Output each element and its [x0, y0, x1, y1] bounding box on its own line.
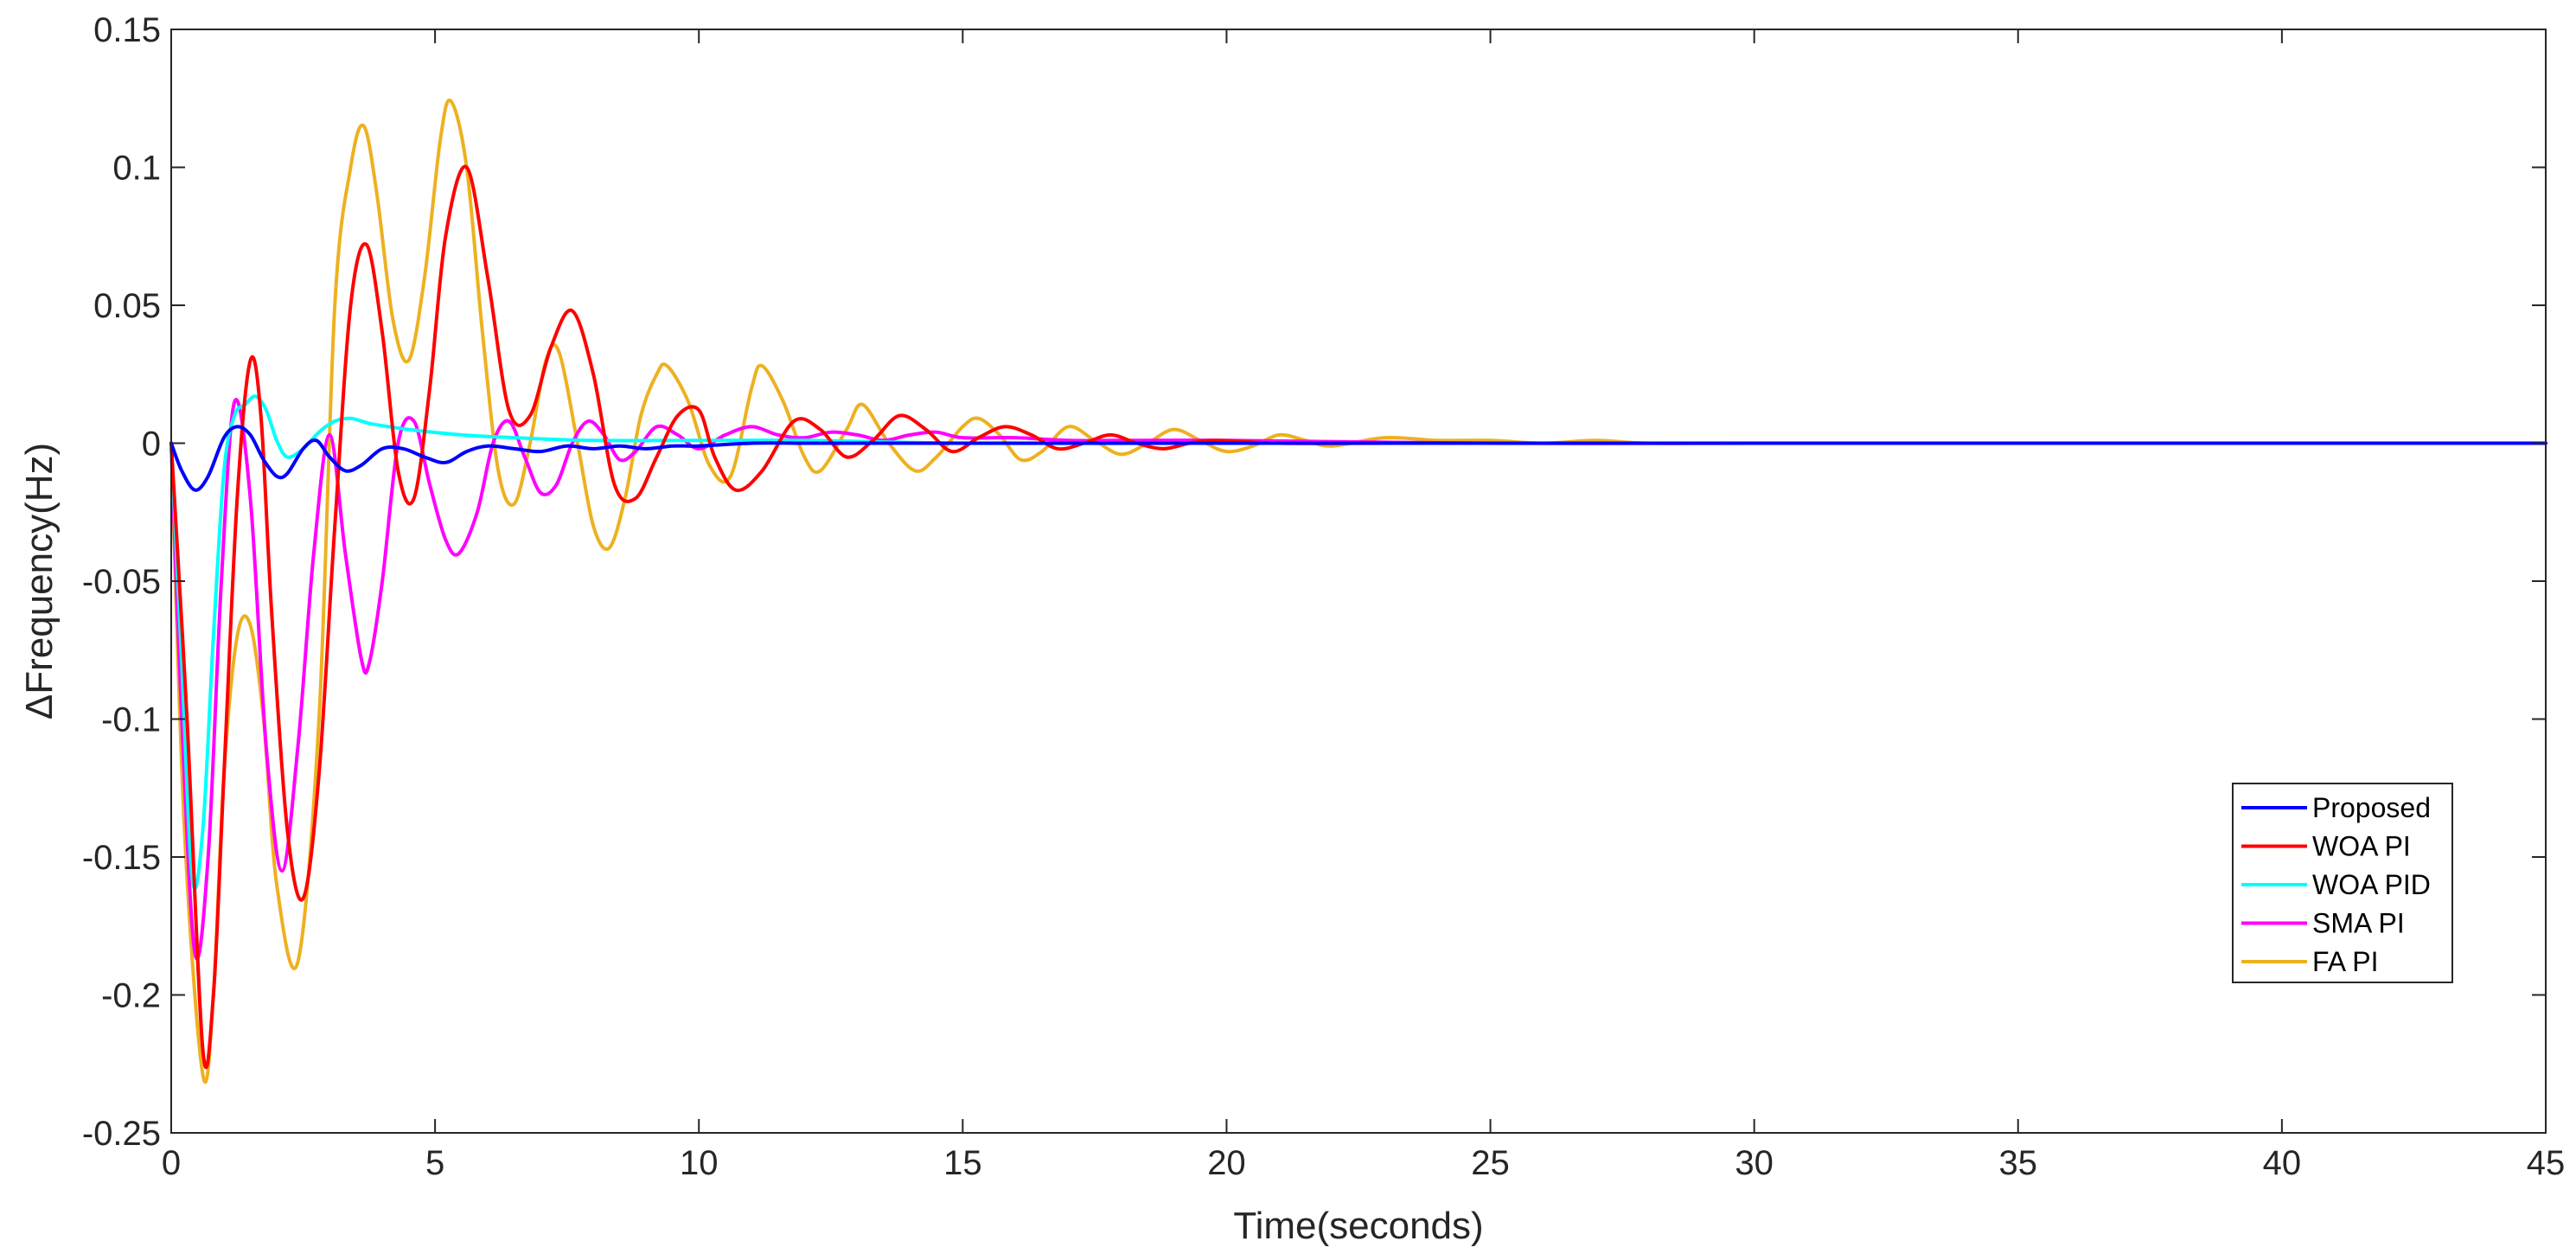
legend-label-woa-pi: WOA PI: [2312, 831, 2411, 862]
series-line-fa-pi: [169, 98, 2547, 1084]
x-tick-label: 40: [2263, 1144, 2302, 1182]
x-tick-label: 15: [943, 1144, 982, 1182]
legend: Proposed WOA PI WOA PID SMA PI FA PI: [2232, 783, 2453, 983]
x-tick-label: 25: [1471, 1144, 1510, 1182]
y-tick-label: -0.1: [101, 701, 161, 739]
legend-label-fa-pi: FA PI: [2312, 946, 2378, 977]
y-tick-label: -0.05: [82, 563, 161, 601]
y-tick-label: 0.15: [93, 11, 161, 49]
x-axis-label: Time(seconds): [1233, 1205, 1483, 1247]
legend-label-proposed: Proposed: [2312, 792, 2431, 823]
y-tick-label: 0.1: [112, 150, 161, 188]
legend-items: Proposed WOA PI WOA PID SMA PI FA PI: [2241, 792, 2431, 977]
series-line-proposed: [169, 425, 2547, 492]
y-tick-label: -0.15: [82, 839, 161, 877]
x-tick-label: 45: [2527, 1144, 2566, 1182]
y-tick-label: -0.25: [82, 1115, 161, 1153]
legend-label-woa-pid: WOA PID: [2312, 869, 2431, 900]
legend-label-sma-pi: SMA PI: [2312, 908, 2405, 939]
y-tick-label: 0.05: [93, 287, 161, 325]
x-tick-label: 35: [1999, 1144, 2038, 1182]
x-tick-label: 0: [162, 1144, 181, 1182]
series-line-sma-pi: [169, 398, 2547, 961]
tick-layer: 0 5 10 15 20 25 30 35 40 45 -0.25 -0.2 -0.15 -0.1 -0.0…: [82, 11, 2565, 1182]
x-tick-label: 10: [680, 1144, 719, 1182]
series-layer: [169, 98, 2547, 1084]
y-tick-label: -0.2: [101, 977, 161, 1015]
x-tick-label: 20: [1207, 1144, 1246, 1182]
y-axis-label: ΔFrequency(Hz): [18, 443, 61, 720]
x-tick-label: 5: [425, 1144, 444, 1182]
x-tick-label: 30: [1735, 1144, 1774, 1182]
y-tick-label: 0: [142, 425, 161, 464]
